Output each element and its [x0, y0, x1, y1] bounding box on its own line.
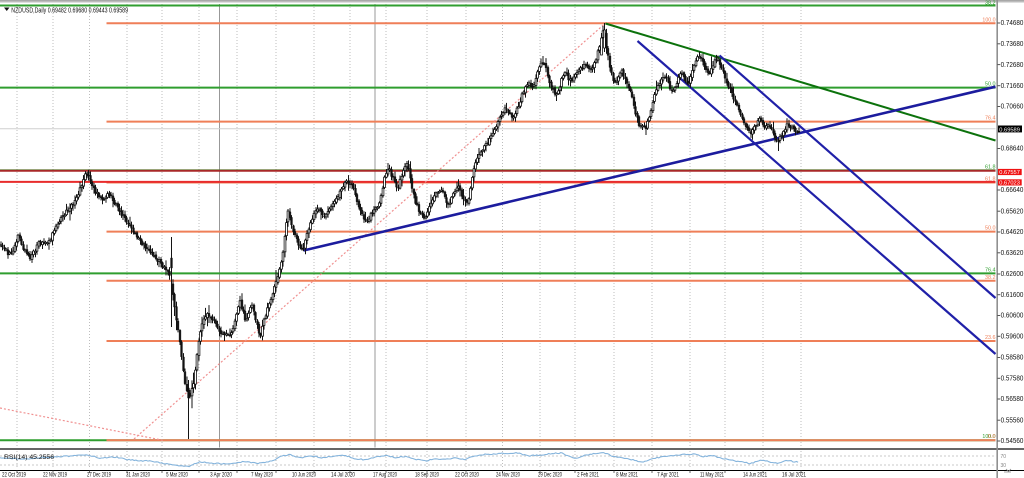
svg-text:7 Apr 2021: 7 Apr 2021 [657, 472, 679, 478]
svg-text:0.56580: 0.56580 [1001, 394, 1024, 403]
svg-text:70: 70 [1001, 454, 1007, 460]
svg-text:50.0: 50.0 [985, 82, 996, 88]
svg-text:0.61600: 0.61600 [1001, 290, 1024, 299]
svg-text:0.58580: 0.58580 [1001, 353, 1024, 362]
svg-text:14 Jun 2021: 14 Jun 2021 [743, 472, 767, 478]
svg-text:22 Nov 2019: 22 Nov 2019 [43, 472, 67, 478]
svg-text:100.0: 100.0 [982, 434, 995, 440]
svg-text:NZDUSD,Daily 0.69482 0.69680 0: NZDUSD,Daily 0.69482 0.69680 0.69443 0.6… [11, 7, 128, 14]
svg-text:0.66640: 0.66640 [1001, 185, 1024, 194]
svg-text:17 Aug 2020: 17 Aug 2020 [373, 472, 397, 478]
svg-text:7 May 2020: 7 May 2020 [251, 472, 273, 478]
svg-text:38.2: 38.2 [985, 0, 996, 6]
svg-text:23.6: 23.6 [985, 335, 996, 341]
svg-text:2 Feb 2021: 2 Feb 2021 [577, 472, 599, 478]
svg-text:24 Nov 2020: 24 Nov 2020 [496, 472, 520, 478]
svg-text:0.0: 0.0 [988, 434, 996, 440]
svg-text:30: 30 [1001, 463, 1007, 469]
svg-text:0.68640: 0.68640 [1001, 144, 1024, 153]
svg-text:0.62600: 0.62600 [1001, 269, 1024, 278]
svg-text:14 Jul 2020: 14 Jul 2020 [331, 472, 355, 478]
svg-text:0.63620: 0.63620 [1001, 248, 1024, 257]
svg-text:76.4: 76.4 [985, 267, 996, 273]
svg-text:0.73680: 0.73680 [1001, 39, 1024, 48]
svg-text:29 Dec 2020: 29 Dec 2020 [538, 472, 562, 478]
svg-text:0.55560: 0.55560 [1001, 415, 1024, 424]
svg-text:0.67557: 0.67557 [999, 170, 1020, 176]
svg-text:0.67023: 0.67023 [999, 181, 1020, 187]
svg-text:RSI(14) 45.2556: RSI(14) 45.2556 [4, 454, 54, 461]
svg-text:3 Apr 2020: 3 Apr 2020 [210, 472, 232, 478]
svg-text:0.60600: 0.60600 [1001, 311, 1024, 320]
svg-text:27 Dec 2019: 27 Dec 2019 [87, 472, 111, 478]
svg-text:0.57580: 0.57580 [1001, 374, 1024, 383]
svg-text:38.2: 38.2 [985, 275, 996, 281]
svg-text:18 Sep 2020: 18 Sep 2020 [415, 472, 439, 478]
svg-text:50.0: 50.0 [985, 226, 996, 232]
svg-text:8 Mar 2021: 8 Mar 2021 [616, 472, 638, 478]
svg-text:0.65620: 0.65620 [1001, 206, 1024, 215]
svg-text:0.70660: 0.70660 [1001, 102, 1024, 111]
svg-text:0.71660: 0.71660 [1001, 81, 1024, 90]
svg-text:0.74680: 0.74680 [1001, 18, 1024, 27]
svg-text:22 Oct 2020: 22 Oct 2020 [455, 472, 479, 478]
svg-text:61.8: 61.8 [985, 177, 996, 183]
svg-text:5 Mar 2020: 5 Mar 2020 [166, 472, 188, 478]
svg-text:0.54560: 0.54560 [1001, 436, 1024, 445]
svg-text:61.8: 61.8 [985, 164, 996, 170]
svg-text:31 Jan 2020: 31 Jan 2020 [126, 472, 150, 478]
svg-text:22 Oct 2019: 22 Oct 2019 [2, 472, 26, 478]
svg-text:0.72680: 0.72680 [1001, 60, 1024, 69]
svg-text:76.4: 76.4 [985, 116, 996, 122]
svg-text:0.64620: 0.64620 [1001, 227, 1024, 236]
svg-text:16 Jul 2021: 16 Jul 2021 [782, 472, 806, 478]
svg-text:100.0: 100.0 [982, 17, 995, 23]
svg-text:11 May 2021: 11 May 2021 [700, 472, 724, 478]
svg-text:10 Jun 2020: 10 Jun 2020 [292, 472, 316, 478]
svg-text:0.59600: 0.59600 [1001, 332, 1024, 341]
svg-text:0.69589: 0.69589 [999, 127, 1020, 133]
